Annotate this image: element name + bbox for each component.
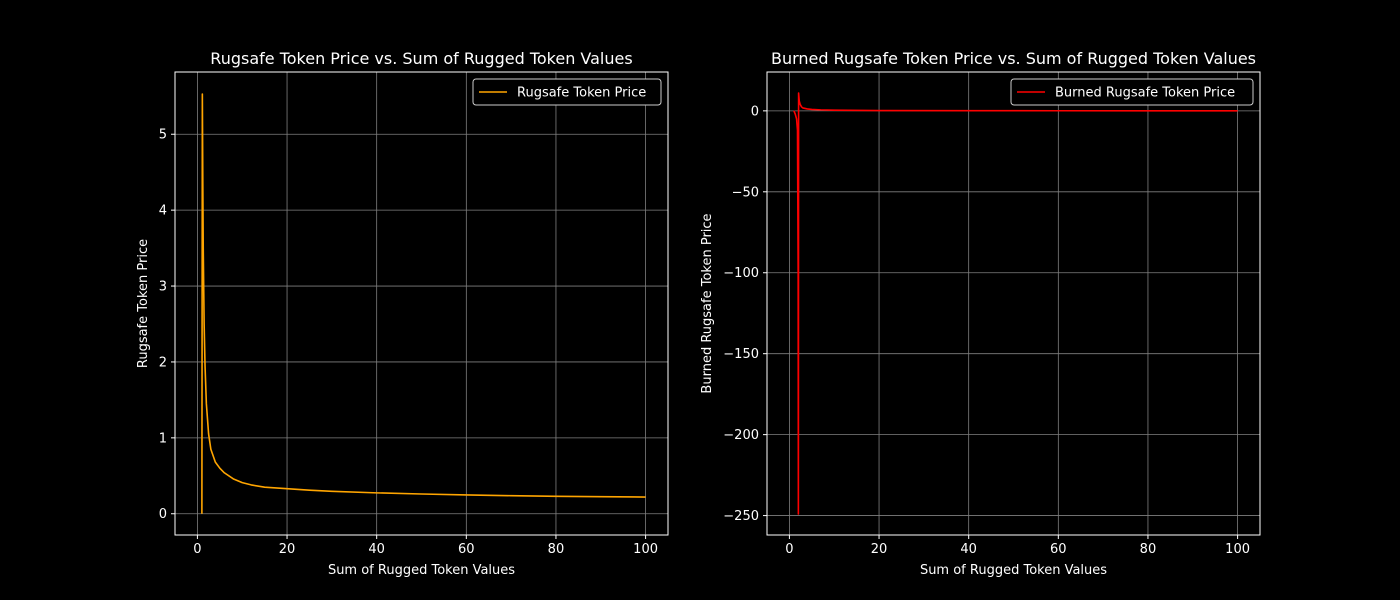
x-tick-label: 40 [368,542,385,557]
y-tick-label: −200 [723,428,759,443]
plot-area [175,72,668,535]
y-tick-label: −50 [732,185,759,200]
y-tick-label: 5 [159,128,167,143]
x-tick-label: 60 [1050,542,1067,557]
y-tick-label: 0 [159,507,167,522]
chart-title: Burned Rugsafe Token Price vs. Sum of Ru… [771,49,1256,68]
legend-box [1010,78,1254,106]
legend-box [472,78,662,106]
y-tick-label: −100 [723,266,759,281]
y-tick-label: 0 [751,104,759,119]
burned-price-chart: 0 20 40 60 80 100 0 −50 −100 −150 −200 −250 Burned R… [700,49,1261,578]
legend-label: Burned Rugsafe Token Price [1055,86,1235,101]
y-tick-label: 3 [159,280,167,295]
x-tick-label: 80 [1140,542,1157,557]
x-tick-label: 0 [785,542,793,557]
x-tick-label: 80 [548,542,565,557]
axes-frame [766,71,1261,536]
x-tick-label: 100 [1225,542,1250,557]
x-tick-label: 100 [633,542,658,557]
y-axis-label: Rugsafe Token Price [136,239,151,368]
y-tick-label: −150 [723,347,759,362]
chart-title: Rugsafe Token Price vs. Sum of Rugged To… [210,49,632,68]
x-tick-label: 60 [458,542,475,557]
y-tick-label: 2 [159,355,167,370]
x-tick-label: 40 [960,542,977,557]
x-axis-label: Sum of Rugged Token Values [328,563,515,578]
legend: Rugsafe Token Price [472,78,662,106]
x-tick-label: 0 [193,542,201,557]
y-tick-label: 1 [159,431,167,446]
legend-label: Rugsafe Token Price [517,86,646,101]
legend: Burned Rugsafe Token Price [1010,78,1254,106]
plot-area [767,72,1260,535]
price-chart: 0 20 40 60 80 100 0 1 2 3 4 5 Rugsafe Token Price vs… [136,49,669,578]
x-tick-label: 20 [871,542,888,557]
x-tick-label: 20 [279,542,296,557]
y-axis-label: Burned Rugsafe Token Price [700,213,715,393]
axes-frame [174,71,669,536]
x-axis-label: Sum of Rugged Token Values [920,563,1107,578]
series-line [201,93,646,514]
y-tick-label: −250 [723,509,759,524]
y-tick-label: 4 [159,204,167,219]
series-line [793,92,1238,515]
